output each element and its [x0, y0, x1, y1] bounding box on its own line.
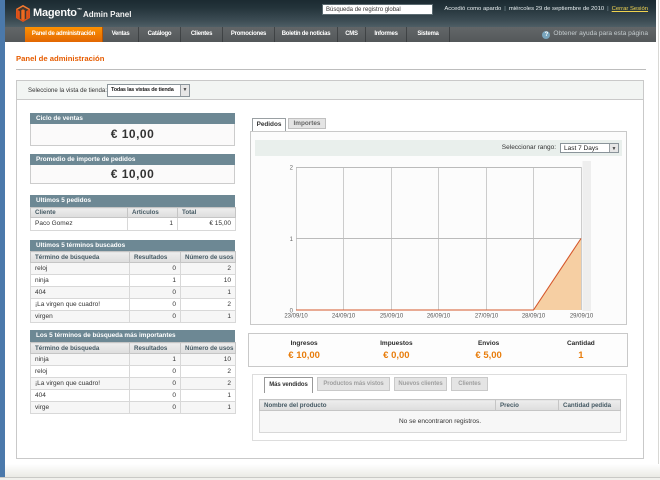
svg-text:1: 1	[290, 237, 294, 243]
svg-text:25/09/10: 25/09/10	[380, 314, 404, 320]
svg-text:29/09/10: 29/09/10	[570, 314, 594, 320]
svg-text:26/09/10: 26/09/10	[427, 314, 451, 320]
svg-text:2: 2	[290, 166, 294, 172]
svg-text:0: 0	[290, 309, 294, 315]
svg-text:23/09/10: 23/09/10	[284, 314, 308, 320]
svg-text:28/09/10: 28/09/10	[522, 314, 546, 320]
svg-text:24/09/10: 24/09/10	[332, 314, 356, 320]
svg-text:27/09/10: 27/09/10	[475, 314, 499, 320]
